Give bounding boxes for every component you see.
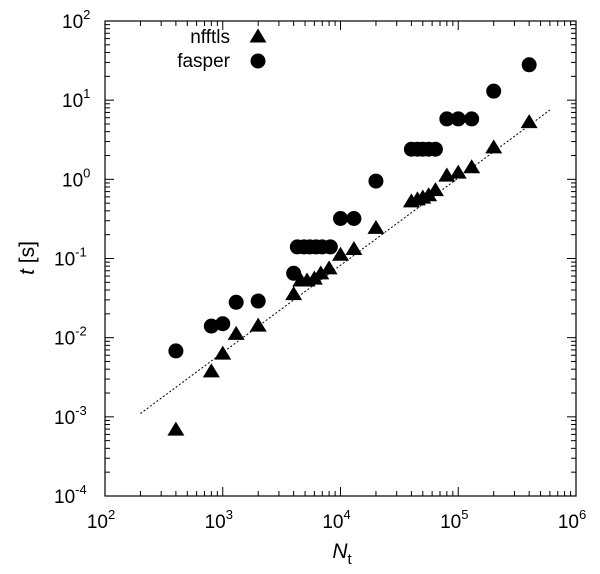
y-tick-label: 100 [62,165,90,191]
y-axis-label: t [s] [16,241,39,275]
legend-label-fasper: fasper [177,51,230,72]
fasper-point [333,211,348,227]
fit-line [140,109,551,414]
x-axis-label-symbol: N [332,540,348,563]
nfftls-point [227,325,245,340]
legend-marker-fasper [250,53,266,69]
fasper-point [521,57,537,73]
nfftls-point [426,182,444,197]
nfftls-point [485,139,503,154]
y-axis-label-symbol: t [16,268,39,275]
series-nfftls [167,114,538,436]
nfftls-point [367,219,385,234]
nfftls-point [249,317,267,332]
x-tick-label: 103 [205,507,233,533]
fasper-point [427,141,443,157]
fasper-point [322,239,338,255]
y-tick-label: 101 [62,86,90,112]
nfftls-point [214,345,232,360]
fasper-point [215,316,231,332]
y-tick-label: 10-4 [54,482,87,508]
fasper-point [368,173,384,189]
nfftls-point [312,265,330,280]
nfftls-point [285,286,303,301]
fasper-point [286,265,302,281]
fasper-point [464,111,480,127]
nfftls-point [520,114,538,129]
x-axis-label-subscript: t [348,551,353,568]
legend-marker-nfftls [249,28,267,43]
fasper-point [439,111,455,127]
y-tick-label: 10-3 [54,403,87,429]
fasper-point [250,293,266,309]
fasper-point [450,111,466,127]
x-tick-label: 106 [558,507,586,533]
legend-label-nfftls: nfftls [190,27,230,48]
x-tick-label: 104 [322,507,350,533]
nfftls-point [463,159,481,174]
nfftls-point [345,240,363,256]
nfftls-point [332,246,349,261]
nfftls-point [449,164,467,179]
x-tick-label: 102 [87,507,115,533]
nfftls-point [167,421,185,436]
x-tick-label: 105 [440,507,468,533]
fasper-point [346,211,362,227]
series-fasper [168,57,537,359]
fasper-point [228,294,244,310]
y-tick-label: 10-2 [54,324,87,350]
x-axis-label: Nt [332,540,352,568]
y-tick-label: 10-1 [54,245,87,271]
nfftls-point [202,363,220,378]
fasper-point [486,83,502,99]
fasper-point [203,318,219,334]
fasper-point [168,343,184,359]
nfftls-point [320,260,338,275]
y-axis-label-unit: [s] [16,241,39,269]
y-tick-label: 102 [62,7,90,33]
